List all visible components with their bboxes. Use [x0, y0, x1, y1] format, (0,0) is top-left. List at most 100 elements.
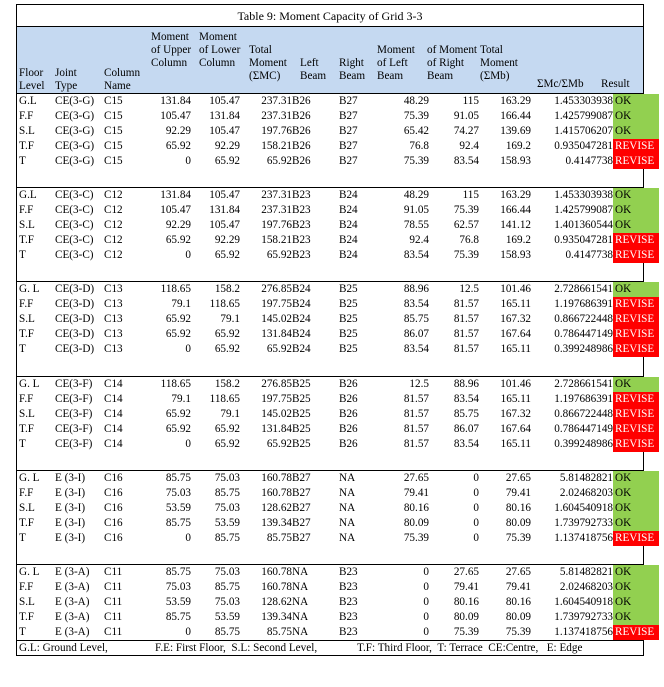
cell-moment-upper: 131.84	[160, 189, 191, 201]
cell-moment-lower: 65.92	[214, 343, 240, 355]
cell-ratio: 2.728661541	[554, 378, 613, 390]
cell-moment-right-beam: 75.39	[453, 626, 479, 638]
cell-total-moment-mc: 160.78	[261, 472, 292, 484]
cell-floor-level: S.L	[19, 313, 35, 325]
cell-joint-type: CE(3-G)	[55, 95, 95, 107]
cell-moment-left-beam: 0	[423, 626, 429, 638]
cell-total-moment-mb: 166.44	[500, 110, 531, 122]
cell-moment-right-beam: 0	[473, 502, 479, 514]
cell-floor-level: S.L	[19, 408, 35, 420]
cell-moment-lower: 118.65	[209, 298, 240, 310]
cell-total-moment-mc: 160.78	[261, 566, 292, 578]
cell-left-beam: B25	[292, 378, 311, 390]
cell-right-beam: NA	[339, 487, 356, 499]
cell-moment-lower: 158.2	[214, 378, 240, 390]
cell-ratio: 1.604540918	[554, 596, 613, 608]
cell-column-name: C15	[104, 110, 123, 122]
cell-joint-type: E (3-A)	[55, 596, 90, 608]
cell-moment-left-beam: 86.07	[403, 328, 429, 340]
cell-joint-type: CE(3-D)	[55, 298, 95, 310]
cell-column-name: C13	[104, 313, 123, 325]
cell-floor-level: T	[19, 249, 26, 261]
cell-moment-right-beam: 80.09	[453, 611, 479, 623]
cell-ratio: 0.399248986	[554, 438, 613, 450]
cell-moment-upper: 75.03	[165, 581, 191, 593]
cell-right-beam: B26	[339, 408, 358, 420]
cell-joint-type: CE(3-C)	[55, 219, 94, 231]
cell-ratio: 5.81482821	[559, 566, 613, 578]
cell-left-beam: B25	[292, 438, 311, 450]
cell-right-beam: B23	[339, 626, 358, 638]
cell-joint-type: CE(3-D)	[55, 313, 95, 325]
cell-floor-level: T.F	[19, 517, 35, 529]
cell-floor-level: T	[19, 626, 26, 638]
cell-ratio: 1.739792733	[554, 517, 613, 529]
cell-total-moment-mc: 139.34	[261, 611, 292, 623]
table-row: T.F E (3-I) C16 85.75 53.59 139.34 B27 NA 80.09 0…	[17, 516, 659, 532]
table-row: T.F E (3-A) C11 85.75 53.59 139.34 NA B23 0 80.09…	[17, 610, 659, 626]
table-row: S.L E (3-A) C11 53.59 75.03 128.62 NA B23 0 80.16…	[17, 595, 659, 611]
cell-column-name: C15	[104, 155, 123, 167]
cell-moment-left-beam: 91.05	[403, 204, 429, 216]
cell-moment-lower: 85.75	[214, 532, 240, 544]
cell-moment-upper: 85.75	[165, 611, 191, 623]
cell-total-moment-mc: 197.75	[261, 298, 292, 310]
cell-floor-level: S.L	[19, 502, 35, 514]
cell-moment-left-beam: 78.55	[403, 219, 429, 231]
cell-moment-upper: 92.29	[165, 219, 191, 231]
cell-total-moment-mb: 158.93	[500, 155, 531, 167]
cell-right-beam: B26	[339, 378, 358, 390]
cell-moment-left-beam: 83.54	[403, 298, 429, 310]
cell-moment-right-beam: 83.54	[453, 155, 479, 167]
cell-moment-left-beam: 80.09	[403, 517, 429, 529]
cell-left-beam: B23	[292, 189, 311, 201]
result-revise-badge: REVISE	[613, 437, 659, 452]
cell-total-moment-mb: 169.2	[505, 234, 531, 246]
result-ok-badge: OK	[613, 188, 659, 203]
cell-floor-level: F.F	[19, 204, 34, 216]
table-row: S.L E (3-I) C16 53.59 75.03 128.62 B27 NA 80.16 0…	[17, 501, 659, 517]
cell-ratio: 0.935047281	[554, 140, 613, 152]
cell-left-beam: B26	[292, 125, 311, 137]
cell-total-moment-mb: 167.64	[500, 423, 531, 435]
cell-ratio: 1.425799087	[554, 204, 613, 216]
cell-left-beam: B27	[292, 532, 311, 544]
cell-moment-left-beam: 80.16	[403, 502, 429, 514]
cell-joint-type: CE(3-F)	[55, 393, 93, 405]
cell-total-moment-mc: 158.21	[261, 234, 292, 246]
cell-moment-lower: 53.59	[214, 517, 240, 529]
cell-ratio: 0.786447149	[554, 423, 613, 435]
table-row: F.F E (3-A) C11 75.03 85.75 160.78 NA B23 0 79.41…	[17, 580, 659, 596]
cell-moment-lower: 105.47	[209, 189, 240, 201]
cell-right-beam: B26	[339, 423, 358, 435]
cell-right-beam: NA	[339, 517, 356, 529]
cell-moment-lower: 75.03	[214, 596, 240, 608]
cell-floor-level: T	[19, 155, 26, 167]
cell-moment-right-beam: 0	[473, 472, 479, 484]
cell-left-beam: B25	[292, 393, 311, 405]
result-revise-badge: REVISE	[613, 392, 659, 407]
cell-column-name: C15	[104, 140, 123, 152]
cell-column-name: C11	[104, 596, 123, 608]
cell-moment-lower: 158.2	[214, 283, 240, 295]
cell-floor-level: F.F	[19, 487, 34, 499]
cell-moment-upper: 65.92	[165, 328, 191, 340]
cell-moment-upper: 85.75	[165, 472, 191, 484]
cell-moment-left-beam: 83.54	[403, 343, 429, 355]
table-row: G.L CE(3-G) C15 131.84 105.47 237.31 B26 B27 48.…	[17, 93, 659, 109]
result-revise-badge: REVISE	[613, 312, 659, 327]
cell-column-name: C16	[104, 502, 123, 514]
cell-ratio: 2.02468203	[559, 581, 613, 593]
cell-right-beam: B23	[339, 566, 358, 578]
cell-moment-upper: 85.75	[165, 517, 191, 529]
cell-moment-lower: 65.92	[214, 423, 240, 435]
cell-total-moment-mc: 65.92	[266, 155, 292, 167]
cell-right-beam: NA	[339, 472, 356, 484]
cell-moment-right-beam: 0	[473, 532, 479, 544]
cell-total-moment-mc: 131.84	[261, 328, 292, 340]
cell-moment-upper: 0	[185, 626, 191, 638]
table-row: G. L CE(3-F) C14 118.65 158.2 276.85 B25 B26 12.…	[17, 376, 659, 392]
cell-moment-upper: 65.92	[165, 234, 191, 246]
